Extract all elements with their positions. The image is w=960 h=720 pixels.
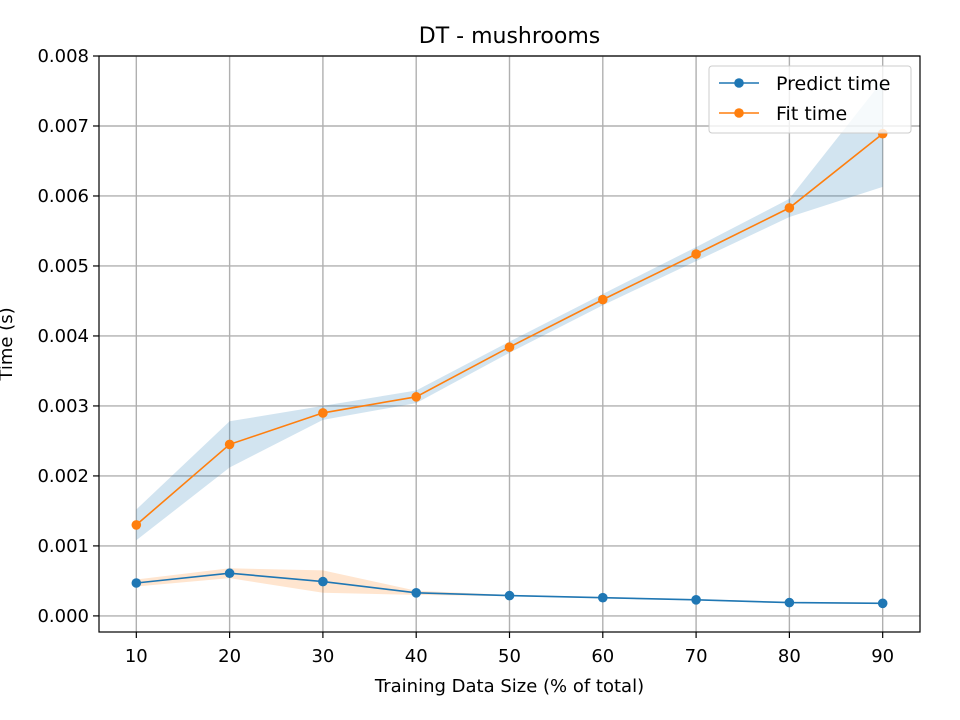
y-tick-label: 0.008 — [37, 46, 89, 67]
y-tick-label: 0.002 — [37, 466, 89, 487]
x-axis-ticks: 10 20 30 40 50 60 70 80 90 — [125, 632, 894, 667]
x-tick-label: 10 — [125, 646, 148, 667]
data-point — [411, 392, 422, 402]
data-point — [318, 576, 328, 587]
data-point — [131, 578, 142, 588]
grid — [99, 55, 920, 632]
x-tick-label: 90 — [871, 646, 894, 667]
legend-box — [708, 65, 912, 134]
x-tick-label: 50 — [498, 646, 521, 667]
x-tick-label: 60 — [591, 646, 614, 667]
x-tick-label: 70 — [685, 646, 708, 667]
data-point — [877, 598, 888, 609]
y-axis-ticks: 0.000 0.001 0.002 0.003 0.004 0.005 0.006 0.007… — [37, 46, 99, 627]
x-tick-label: 30 — [311, 646, 334, 667]
data-point — [224, 568, 235, 579]
data-point — [691, 249, 701, 259]
legend-marker — [734, 78, 744, 88]
data-point — [691, 595, 701, 605]
data-point — [318, 408, 328, 418]
legend: Predict time Fit time — [708, 65, 912, 134]
y-tick-label: 0.004 — [37, 326, 89, 347]
x-tick-label: 20 — [218, 646, 241, 667]
data-point — [504, 342, 515, 352]
data-point — [784, 203, 795, 213]
y-tick-label: 0.000 — [37, 606, 89, 627]
y-tick-label: 0.003 — [37, 396, 89, 417]
x-tick-label: 80 — [778, 646, 801, 667]
y-tick-label: 0.005 — [37, 256, 89, 277]
data-point — [597, 592, 608, 603]
data-point — [224, 439, 235, 450]
y-axis-title: Time (s) — [0, 307, 17, 381]
data-point — [411, 588, 422, 598]
legend-marker — [734, 108, 744, 118]
data-point — [504, 590, 515, 601]
data-point — [131, 520, 142, 530]
data-point — [597, 294, 608, 305]
x-axis-title: Training Data Size (% of total) — [374, 676, 644, 697]
y-tick-label: 0.006 — [37, 186, 89, 207]
y-tick-label: 0.007 — [37, 116, 89, 137]
data-point — [784, 597, 795, 608]
legend-label: Predict time — [776, 73, 890, 95]
legend-label: Fit time — [776, 103, 847, 125]
series-markers — [131, 128, 888, 609]
x-tick-label: 40 — [405, 646, 428, 667]
chart-title: DT - mushrooms — [419, 24, 600, 49]
y-tick-label: 0.001 — [37, 536, 89, 557]
